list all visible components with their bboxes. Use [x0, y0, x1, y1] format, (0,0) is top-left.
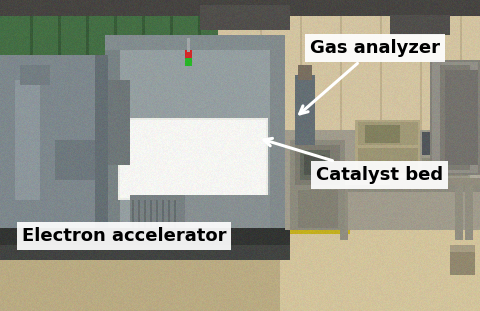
Text: Gas analyzer: Gas analyzer	[300, 39, 440, 114]
Text: Catalyst bed: Catalyst bed	[264, 138, 443, 184]
Text: Electron accelerator: Electron accelerator	[22, 227, 227, 245]
